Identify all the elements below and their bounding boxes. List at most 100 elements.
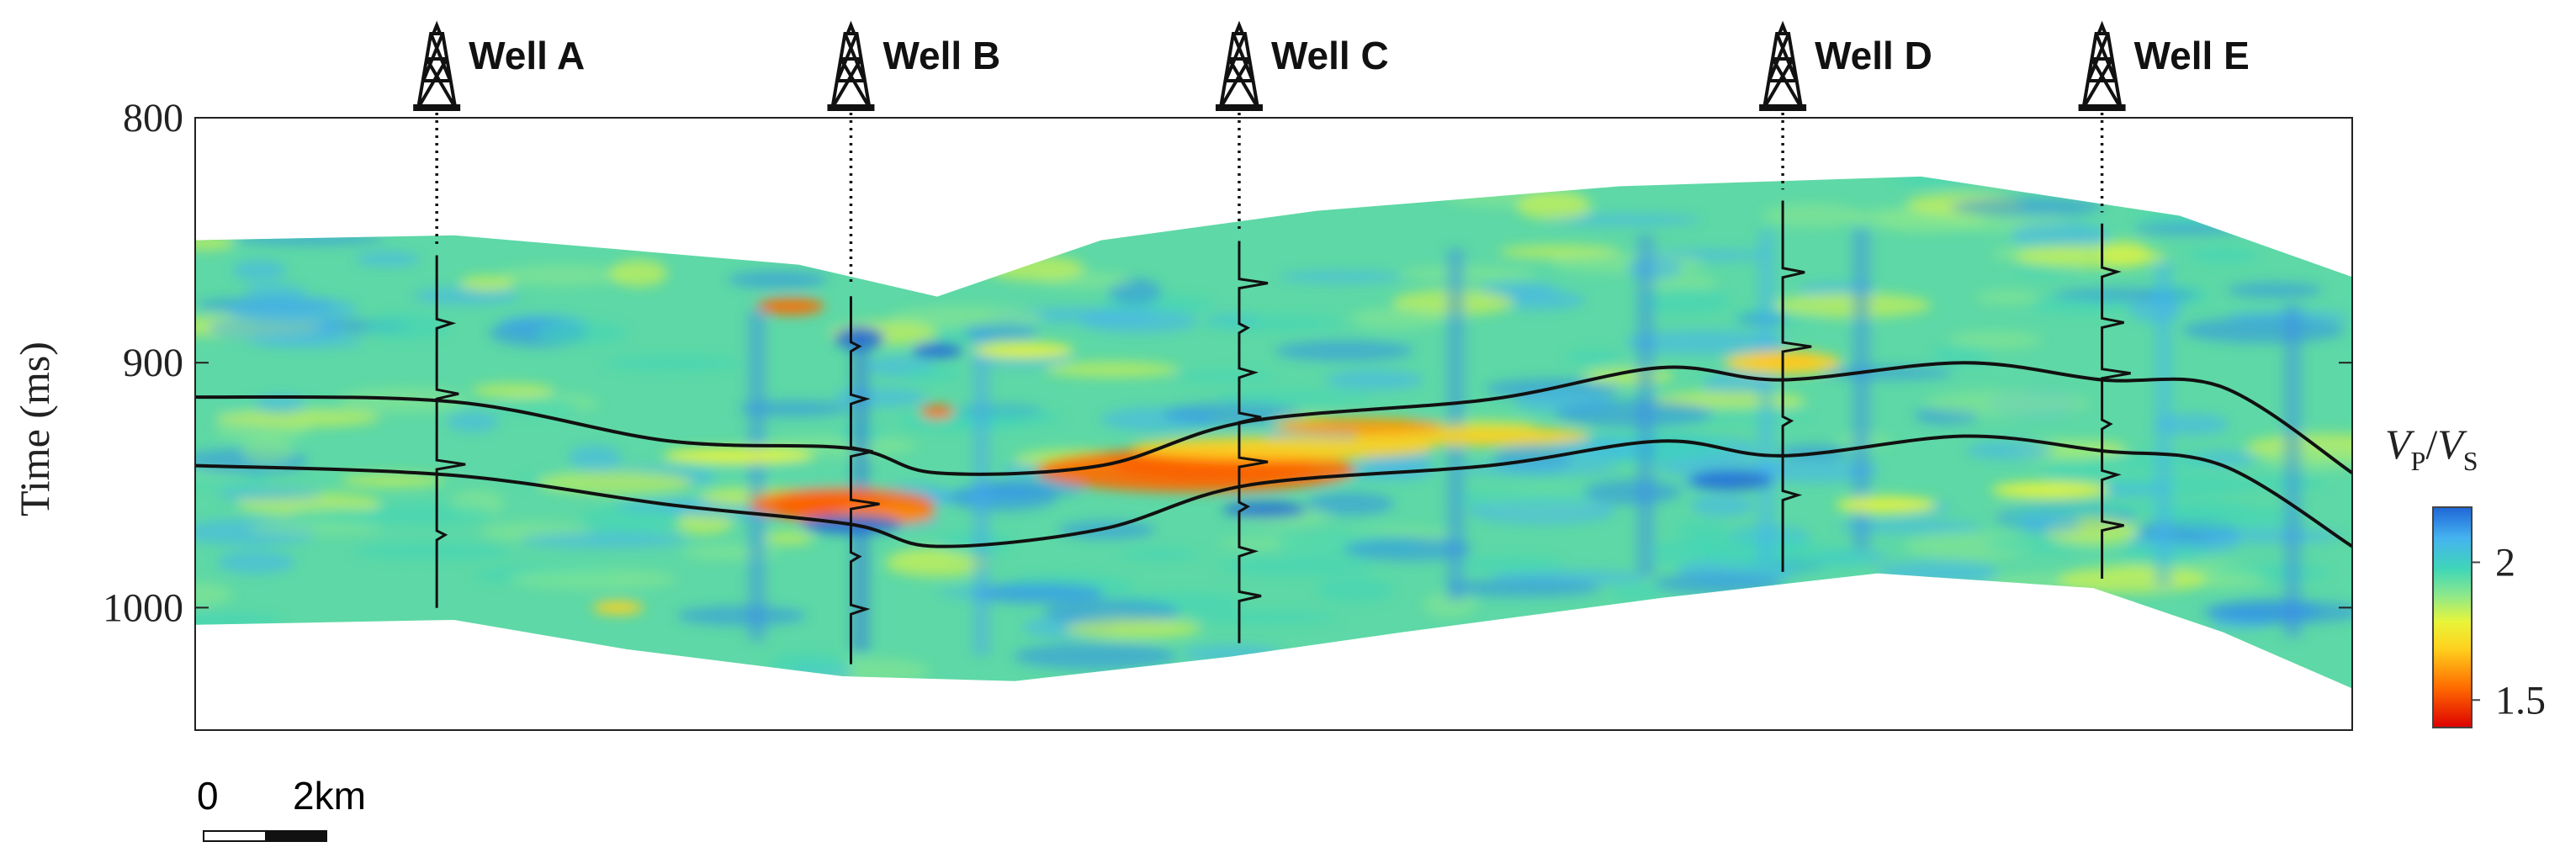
section-texture-blob bbox=[363, 503, 494, 526]
high-vpvs-anomaly bbox=[912, 341, 963, 359]
colorbar: VP/VS 21.5 bbox=[2385, 421, 2546, 728]
section-texture-blob bbox=[1458, 462, 1619, 476]
section-texture-blob bbox=[1762, 203, 1861, 228]
well-log-trace bbox=[1238, 241, 1269, 643]
oil-derrick-icon bbox=[1759, 20, 1807, 111]
section-texture-blob bbox=[536, 470, 693, 495]
section-texture-blob bbox=[568, 445, 622, 470]
section-texture-blob bbox=[1689, 494, 1754, 517]
section-texture-blob bbox=[1065, 618, 1201, 639]
low-vpvs-anomaly bbox=[1131, 437, 1434, 461]
low-vpvs-anomaly bbox=[973, 341, 1074, 359]
horizon-lower bbox=[194, 434, 2354, 548]
section-texture-blob bbox=[459, 275, 516, 292]
section-anomalies bbox=[195, 176, 2352, 685]
section-texture-streak bbox=[747, 310, 766, 642]
vp-vs-section bbox=[195, 176, 2352, 689]
well-log-trace bbox=[2101, 223, 2131, 580]
scale-bar: 0 2km bbox=[197, 774, 366, 842]
high-vpvs-anomaly bbox=[834, 326, 885, 351]
section-texture-blob bbox=[340, 474, 445, 488]
section-texture-blob bbox=[1891, 176, 1990, 188]
section-texture-streak bbox=[2283, 304, 2303, 638]
section-texture-blob bbox=[727, 270, 829, 289]
section-texture-blob bbox=[1316, 577, 1395, 603]
horizon-upper bbox=[194, 361, 2354, 476]
section-texture-streak bbox=[1636, 234, 1656, 576]
well-d: Well D bbox=[1759, 20, 1932, 572]
section-texture-blob bbox=[1624, 330, 1789, 355]
section-texture-blob bbox=[1117, 547, 1200, 561]
section-texture-blob bbox=[1516, 192, 1593, 220]
low-vpvs-anomaly bbox=[756, 298, 824, 315]
section-texture-blob bbox=[1079, 309, 1198, 334]
section-texture-blob bbox=[602, 354, 744, 372]
section-texture-blob bbox=[1974, 289, 2040, 305]
section-texture-blob bbox=[2014, 244, 2166, 269]
section-texture-blob bbox=[536, 320, 628, 345]
section-texture-blob bbox=[1493, 289, 1586, 311]
section-texture-blob bbox=[1325, 369, 1424, 391]
section-texture-blob bbox=[2052, 288, 2200, 302]
section-texture-blob bbox=[1653, 573, 1784, 595]
section-texture-blob bbox=[353, 542, 511, 561]
section-texture-blob bbox=[241, 437, 294, 465]
section-texture-blob bbox=[1445, 578, 1601, 598]
section-texture-blob bbox=[1924, 389, 2090, 416]
section-texture-blob bbox=[1965, 441, 2054, 460]
plot-frame bbox=[194, 117, 2353, 731]
section-texture-blob bbox=[1182, 645, 1282, 663]
oil-derrick-icon bbox=[827, 20, 875, 111]
colorbar-tick-label: 2 bbox=[2495, 541, 2515, 585]
section-texture-blob bbox=[355, 251, 421, 267]
section-texture-blob bbox=[1459, 555, 1563, 574]
low-vpvs-anomaly bbox=[920, 405, 955, 419]
high-vpvs-anomaly bbox=[1222, 500, 1307, 518]
section-texture-blob bbox=[1349, 307, 1444, 330]
high-vpvs-anomaly bbox=[1688, 469, 1773, 490]
section-texture-blob bbox=[763, 531, 814, 545]
section-texture-blob bbox=[1878, 560, 1999, 585]
section-texture-streak bbox=[2154, 262, 2173, 587]
section-texture-blob bbox=[1582, 479, 1682, 505]
section-texture-blob bbox=[216, 550, 296, 574]
section-texture-blob bbox=[1202, 315, 1344, 331]
section-texture-blob bbox=[1190, 611, 1341, 626]
low-vpvs-anomaly bbox=[1275, 417, 1444, 435]
section-texture-blob bbox=[1217, 556, 1376, 577]
section-texture-blob bbox=[1306, 492, 1395, 516]
section-texture-blob bbox=[1170, 370, 1280, 383]
section-texture-blob bbox=[1013, 643, 1177, 670]
section-texture-streak bbox=[1757, 230, 1776, 562]
section-texture-blob bbox=[2057, 565, 2207, 594]
section-texture-blob bbox=[899, 365, 962, 383]
section-texture-blob bbox=[248, 521, 382, 535]
section-texture-blob bbox=[676, 606, 807, 627]
section-texture-blob bbox=[973, 582, 1105, 605]
section-texture-blob bbox=[1948, 331, 2043, 349]
well-log-trace bbox=[849, 296, 880, 664]
section-texture-blob bbox=[446, 410, 499, 432]
scale-bar-white-segment bbox=[203, 830, 267, 842]
section-texture-blob bbox=[509, 569, 677, 590]
section-texture-blob bbox=[1213, 390, 1372, 404]
section-texture-blob bbox=[521, 532, 688, 548]
section-texture-blob bbox=[215, 408, 381, 427]
low-vpvs-anomaly bbox=[663, 447, 815, 464]
section-texture-blob bbox=[2017, 513, 2081, 534]
section-texture-blob bbox=[884, 548, 990, 578]
section-texture-blob bbox=[471, 383, 555, 398]
section-texture-blob bbox=[231, 232, 384, 246]
section-texture-blob bbox=[2188, 246, 2259, 264]
colorbar-ticks: 21.5 bbox=[2472, 541, 2546, 723]
section-texture-streak bbox=[972, 331, 991, 656]
section-texture-blob bbox=[499, 264, 627, 286]
well-b: Well B bbox=[827, 20, 1000, 664]
section-texture-blob bbox=[365, 312, 449, 341]
y-axis-label: Time (ms) bbox=[11, 341, 58, 516]
section-texture-blob bbox=[1836, 520, 1984, 533]
section-texture-blob bbox=[1399, 266, 1536, 282]
section-texture-blob bbox=[2197, 528, 2343, 543]
low-vpvs-anomaly bbox=[1991, 481, 2110, 499]
section-texture-blob bbox=[1905, 532, 2036, 560]
